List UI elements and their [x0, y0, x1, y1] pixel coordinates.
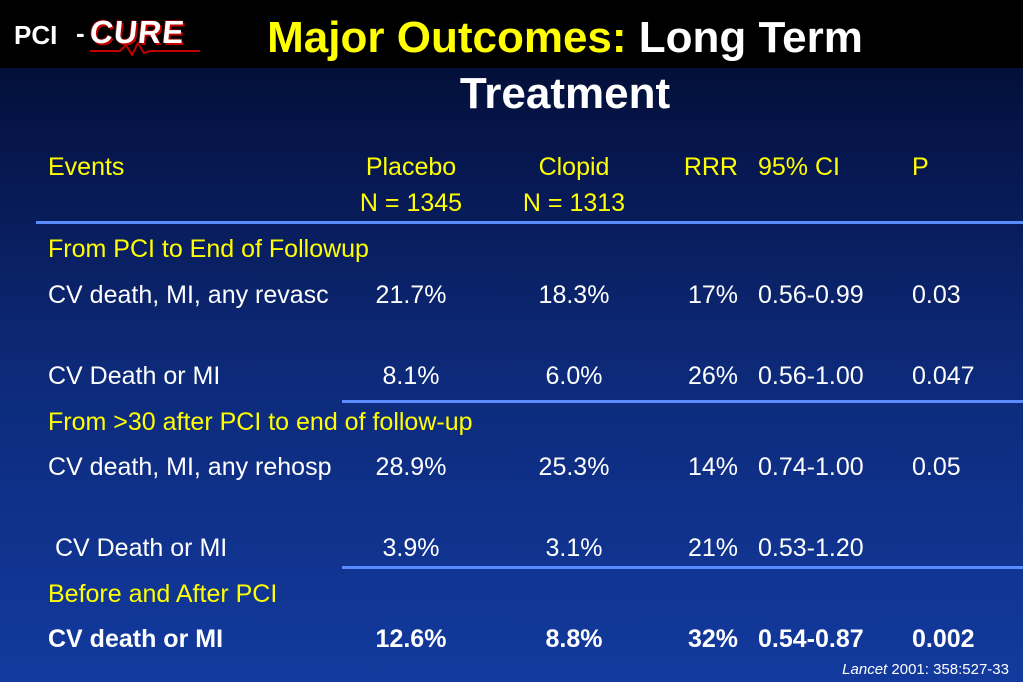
- row-event: CV Death or MI: [48, 534, 228, 562]
- row-p: 0.002: [912, 625, 975, 653]
- section-label: Before and After PCI: [48, 580, 278, 608]
- citation: Lancet 2001: 358:527-33: [842, 661, 1009, 678]
- top-bar: [0, 0, 1023, 68]
- row-placebo: 3.9%: [382, 534, 440, 562]
- citation-ref: 2001: 358:527-33: [887, 661, 1009, 678]
- header-ci: 95% CI: [758, 153, 840, 181]
- row-clopid: 25.3%: [538, 453, 610, 481]
- header-clopid: Clopid: [538, 153, 610, 181]
- row-p: 0.05: [912, 453, 961, 481]
- row-clopid: 8.8%: [545, 625, 603, 653]
- row-ci: 0.54-0.87: [758, 625, 864, 653]
- header-rrr: RRR: [683, 153, 738, 181]
- row-ci: 0.74-1.00: [758, 453, 864, 481]
- header-clopid-n: N = 1313: [522, 189, 626, 217]
- header-placebo-n: N = 1345: [359, 189, 463, 217]
- section-label: From PCI to End of Followup: [48, 235, 369, 263]
- row-p: 0.03: [912, 281, 961, 309]
- pci-cure-logo: PCI - CURE: [14, 14, 200, 56]
- row-event: CV death or MI: [48, 625, 224, 653]
- slide-title: Major Outcomes: Long Term Treatment: [200, 10, 930, 122]
- section-label: From >30 after PCI to end of follow-up: [48, 408, 473, 436]
- row-placebo: 8.1%: [382, 362, 440, 390]
- row-rrr: 14%: [687, 453, 738, 481]
- row-rrr: 21%: [687, 534, 738, 562]
- title-accent: Major Outcomes:: [267, 13, 627, 62]
- row-placebo: 28.9%: [375, 453, 447, 481]
- row-clopid: 18.3%: [538, 281, 610, 309]
- citation-journal: Lancet: [842, 661, 888, 678]
- row-clopid: 3.1%: [545, 534, 603, 562]
- row-rrr: 26%: [687, 362, 738, 390]
- logo-prefix: PCI: [14, 20, 58, 50]
- row-rrr: 17%: [687, 281, 738, 309]
- header-p: P: [912, 153, 929, 181]
- section-divider: [342, 400, 1023, 403]
- header-events: Events: [48, 153, 125, 181]
- row-placebo: 21.7%: [375, 281, 447, 309]
- row-event: CV death, MI, any revasc: [48, 281, 329, 309]
- row-ci: 0.53-1.20: [758, 534, 864, 562]
- row-p: 0.047: [912, 362, 975, 390]
- logo-dash: -: [76, 18, 85, 48]
- header-placebo: Placebo: [365, 153, 457, 181]
- row-clopid: 6.0%: [545, 362, 603, 390]
- heartbeat-line-icon: [90, 42, 200, 56]
- header-divider: [36, 221, 1023, 224]
- row-event: CV Death or MI: [48, 362, 221, 390]
- section-divider: [342, 566, 1023, 569]
- row-placebo: 12.6%: [375, 625, 447, 653]
- row-ci: 0.56-0.99: [758, 281, 864, 309]
- row-event: CV death, MI, any rehosp: [48, 453, 332, 481]
- row-ci: 0.56-1.00: [758, 362, 864, 390]
- title-rest: Long Term Treatment: [459, 13, 863, 118]
- row-rrr: 32%: [687, 625, 738, 653]
